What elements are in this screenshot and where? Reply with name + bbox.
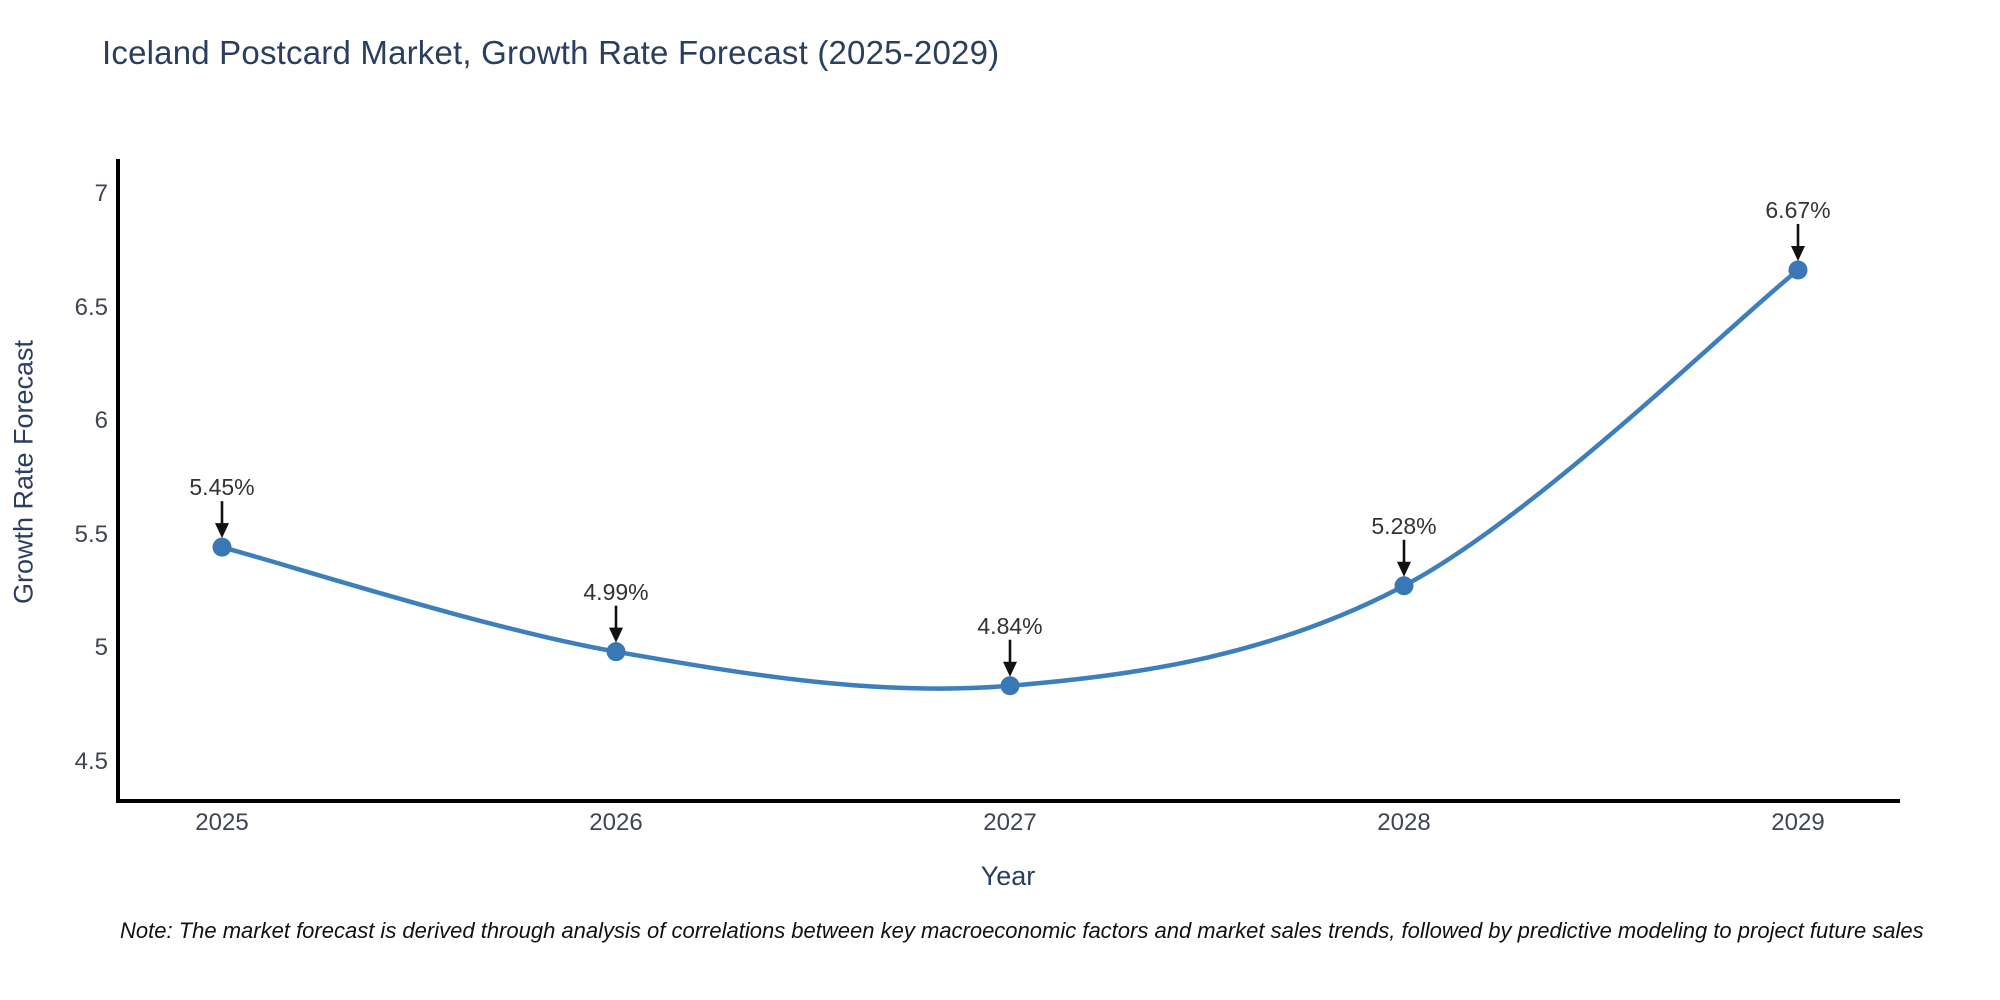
- x-tick-label: 2028: [1377, 809, 1431, 836]
- data-point-2027[interactable]: [1000, 676, 1020, 696]
- annotation-arrowhead-icon: [1791, 245, 1805, 261]
- y-tick-label: 7: [94, 180, 108, 207]
- annotation-arrowhead-icon: [215, 523, 229, 539]
- x-tick-label: 2027: [983, 809, 1037, 836]
- y-tick-label: 5: [94, 634, 108, 662]
- line-series: [212, 260, 1808, 696]
- data-point-2025[interactable]: [212, 537, 232, 557]
- annotation-arrowhead-icon: [609, 627, 623, 643]
- point-value-label: 4.84%: [977, 612, 1043, 639]
- point-value-label: 6.67%: [1765, 196, 1831, 223]
- axes: [116, 159, 1900, 803]
- y-tick-label: 4.5: [74, 748, 108, 775]
- chart-title: Iceland Postcard Market, Growth Rate For…: [102, 34, 1000, 71]
- annotation-arrowhead-icon: [1397, 561, 1411, 577]
- x-tick-label: 2026: [589, 809, 643, 836]
- data-point-2026[interactable]: [606, 642, 626, 662]
- point-value-label: 4.99%: [583, 578, 649, 605]
- data-point-2028[interactable]: [1394, 576, 1414, 596]
- point-value-label: 5.28%: [1371, 512, 1437, 539]
- x-axis-title: Year: [980, 861, 1036, 891]
- y-tick-label: 6.5: [74, 293, 108, 321]
- footnote: Note: The market forecast is derived thr…: [120, 918, 1924, 943]
- annotation-arrowhead-icon: [1003, 661, 1017, 677]
- x-tick-label: 2025: [195, 809, 249, 836]
- y-tick-label: 5.5: [74, 520, 108, 548]
- data-point-2029[interactable]: [1788, 260, 1808, 280]
- point-value-label: 5.45%: [189, 474, 255, 501]
- x-tick-label: 2029: [1771, 809, 1825, 836]
- y-tick-label: 6: [94, 407, 108, 435]
- annotation-arrows: [215, 223, 1805, 677]
- forecast-line: [219, 267, 1801, 691]
